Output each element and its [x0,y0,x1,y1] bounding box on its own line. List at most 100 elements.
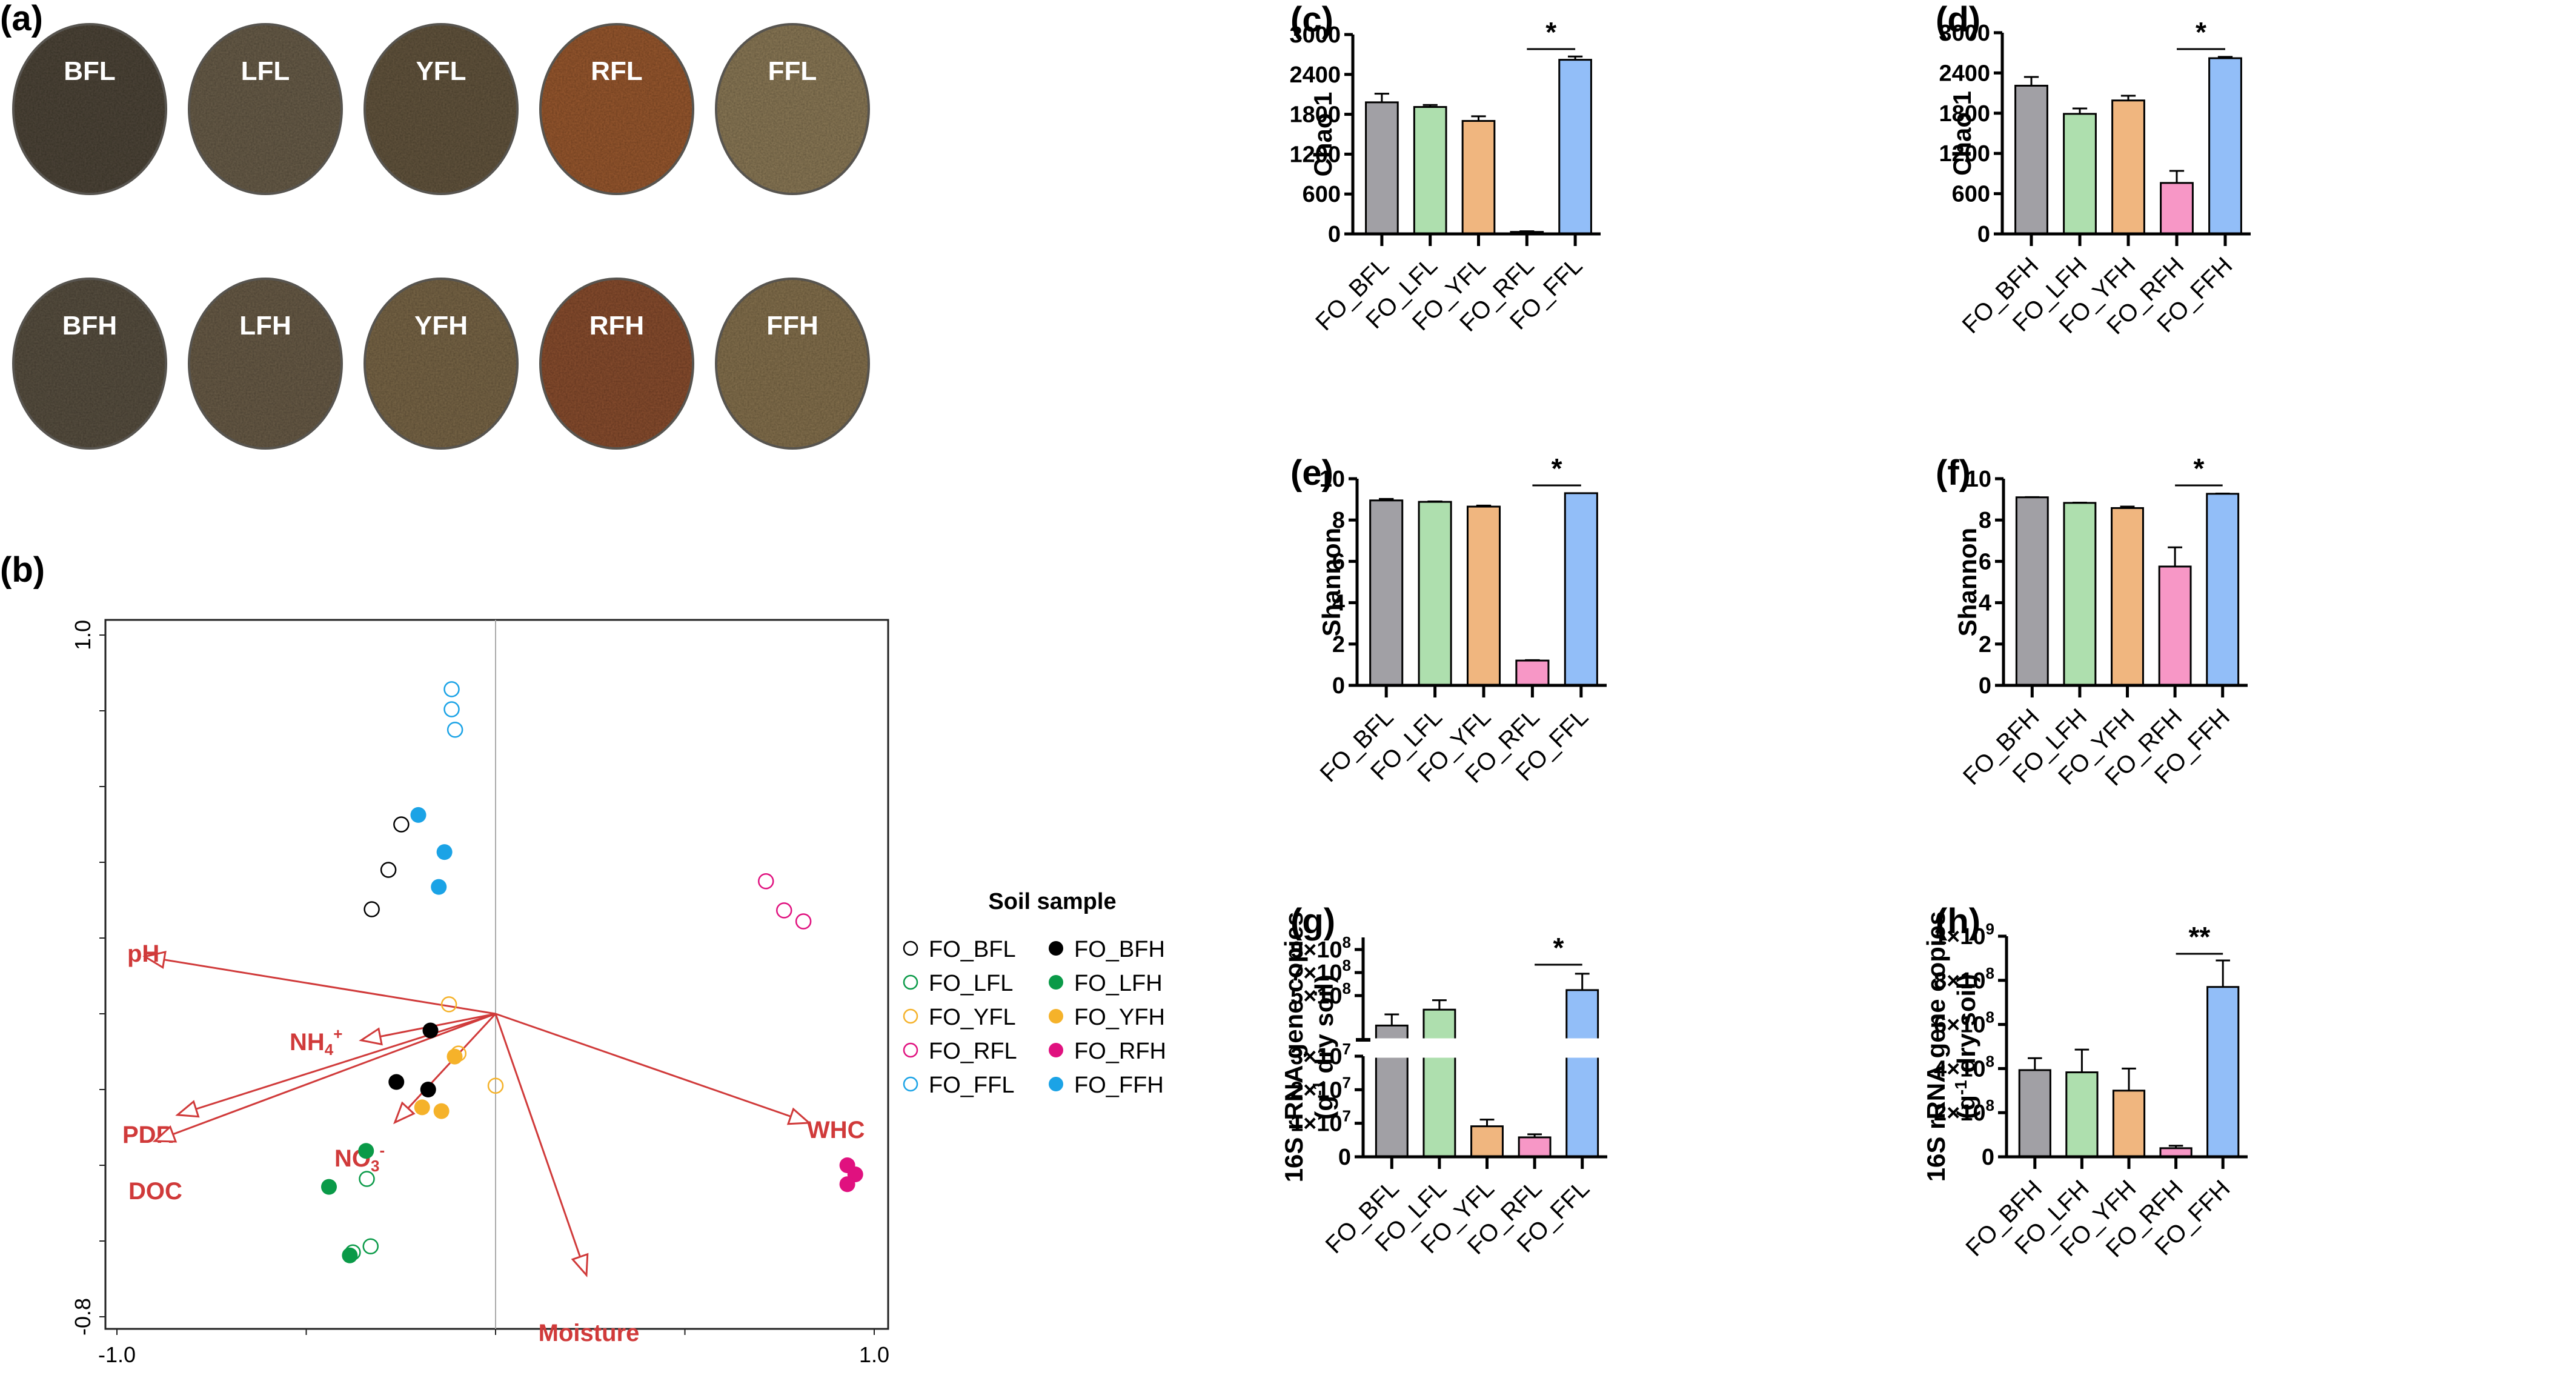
soil-photo: FFL [715,23,870,195]
tick-exponent: 8 [1343,956,1351,974]
y-tick-label: 2×108 [1934,1096,1994,1126]
legend-marker [1049,1009,1063,1023]
legend-label: FO_BFL [929,937,1016,962]
arrow-shaft [394,1013,497,1123]
tick-base: 2×10 [1290,1077,1343,1103]
arrow-label: pH [127,940,159,967]
soil-photo: LFH [188,278,343,450]
photo-label: FFH [766,311,818,341]
panel-label-g: (g) [1290,902,1335,941]
y-tick-label: 0 [1332,673,1345,699]
y-axis-title: Shannon [1953,528,1982,637]
bar [2018,1069,2051,1158]
soil-photo: FFH [715,278,870,450]
arrow-head-icon [359,1027,383,1046]
arrow-shaft [145,956,496,1015]
bar-upper-segment [1422,1008,1456,1041]
photo-label: YFH [414,311,468,341]
arrow-label-sup: - [379,1141,385,1159]
plot-frame [104,619,889,1330]
y-tick-label: 3000 [1289,22,1341,48]
y-axis-title: Shannon [1317,528,1346,637]
bar-group: FO_FFL [1505,55,1592,335]
sample-point [342,1247,358,1263]
bar [2206,493,2240,687]
arrow-shaft [177,1013,496,1116]
tick-base: 5×10 [1290,983,1343,1009]
significance-marker: * [1545,16,1556,48]
sample-point [422,1022,439,1039]
panel-a-soil-photos: (a) BFL LFL YFL RFL FFL BFH LFH YFH RFH FFH [0,0,870,450]
arrow-label-sub: 3 [371,1157,379,1175]
photo-label: YFL [416,56,466,86]
photo-label: LFL [241,56,290,86]
arrow-label: DOC [128,1178,182,1205]
environmental-arrow: NO3- [334,1013,497,1175]
y-tick-label: 2400 [1289,62,1341,88]
units-exponent: -1 [1951,1080,1970,1095]
tick-exponent: 8 [1986,1008,1994,1027]
bar [2206,986,2240,1158]
legend-label: FO_RFH [1074,1039,1166,1064]
soil-photo: RFL [539,23,694,195]
tick-exponent: 7 [1343,1040,1351,1058]
sample-point [393,816,410,833]
legend-item: FO_YFL [903,1005,1016,1030]
legend-label: FO_RFL [929,1039,1017,1064]
sample-point [359,1171,375,1187]
photo-label: BFL [64,56,116,86]
sample-point [380,862,397,878]
significance-marker: * [2193,453,2204,484]
bar [2208,57,2242,235]
legend-label: FO_FFH [1074,1073,1164,1098]
tick-exponent: 7 [1343,1073,1351,1091]
photo-label: BFH [62,311,117,341]
bar [2015,496,2049,687]
bar [2158,565,2192,687]
y-tick-label: 0 [1977,222,1990,247]
tick-base: 7×10 [1290,960,1343,986]
y-tick-label: 1800 [1289,102,1341,128]
tick-base: 6×10 [1934,1013,1986,1038]
bar [2111,99,2145,235]
y-tick-label: 0 [1328,222,1341,247]
bar [1470,1125,1504,1158]
arrow-head-icon [786,1107,812,1125]
bar-lower-segment [1565,1055,1599,1158]
legend-item: FO_LFL [903,971,1013,996]
bar [1515,659,1550,687]
arrow-label-sub: 4 [325,1040,334,1059]
soil-photo-grid: BFL LFL YFL RFL FFL BFH LFH YFH RFH FFH [12,23,870,450]
panel-label-d: (d) [1936,0,1980,39]
bar [1558,59,1592,235]
y-tick-label: 0 [1979,673,1991,699]
bar [2111,507,2144,687]
legend-marker [1049,1043,1063,1057]
photo-soil [15,25,165,193]
arrow-label-main: NH [290,1029,325,1056]
sample-point [345,1244,361,1260]
photo-label: FFL [768,56,817,86]
tick-base: 4×10 [1934,1056,1986,1082]
legend-item: FO_RFH [1049,1039,1166,1064]
units-exponent: -1 [1309,1080,1328,1096]
sample-point [795,913,812,930]
legend-label: FO_YFL [929,1005,1016,1030]
sample-point [363,901,380,917]
y-tick-label: 2400 [1939,61,1990,86]
panel-label-a: (a) [0,0,43,38]
bar [1564,492,1598,687]
tick-base: 2×10 [1934,1100,1986,1126]
photo-soil [366,25,516,193]
environmental-arrow: DOC [128,1013,496,1205]
photo-label: RFH [589,311,644,341]
bar [2014,84,2048,235]
y-tick-label: 1200 [1289,142,1341,167]
sample-point [436,844,453,860]
tick-exponent: 8 [1986,964,1994,982]
tick-exponent: 8 [1986,1052,1994,1070]
tick-exponent: 8 [1343,933,1351,951]
sample-point [487,1077,504,1094]
bar-lower-segment [1422,1055,1456,1158]
